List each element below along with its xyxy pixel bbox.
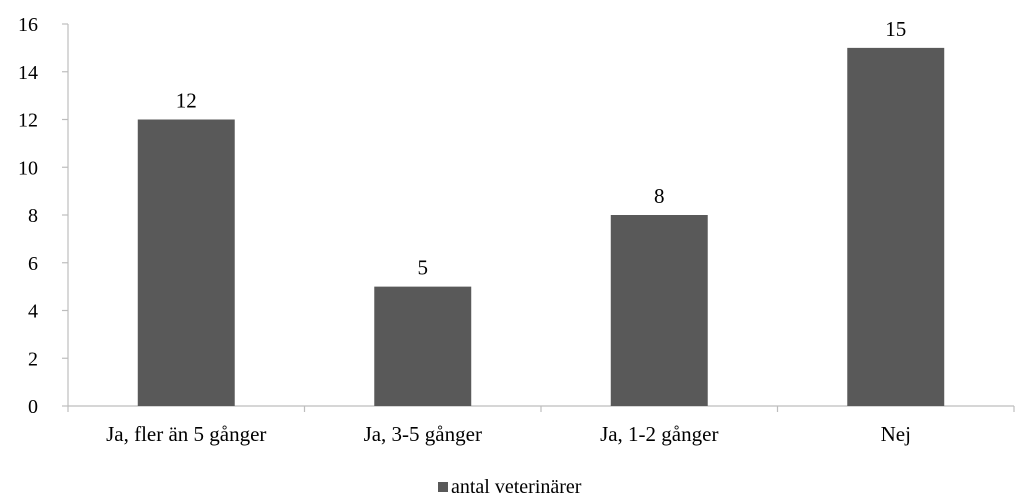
bar <box>137 119 235 406</box>
y-tick-label: 0 <box>28 396 38 418</box>
y-tick-label: 12 <box>18 110 38 132</box>
data-label: 15 <box>885 17 906 41</box>
category-label: Ja, fler än 5 gånger <box>106 422 266 446</box>
x-axis <box>67 405 1015 412</box>
category-labels: Ja, fler än 5 gånger Ja, 3-5 gånger Ja, 1-… <box>106 422 911 446</box>
category-label: Nej <box>881 422 911 446</box>
bar <box>847 47 945 406</box>
bar <box>610 215 708 406</box>
y-tick-label: 4 <box>28 301 38 323</box>
data-label: 8 <box>654 184 665 208</box>
bar <box>374 286 472 406</box>
y-tick-label: 10 <box>18 157 38 179</box>
data-labels: 12 5 8 15 <box>176 17 907 280</box>
y-axis: 0 2 4 6 8 10 12 14 16 <box>18 14 69 418</box>
y-tick-label: 6 <box>28 253 38 275</box>
legend: antal veterinärer <box>438 476 582 498</box>
category-label: Ja, 1-2 gånger <box>600 422 718 446</box>
data-label: 12 <box>176 89 197 113</box>
category-label: Ja, 3-5 gånger <box>364 422 482 446</box>
y-tick-label: 14 <box>18 62 38 84</box>
legend-swatch <box>438 482 448 492</box>
legend-label: antal veterinärer <box>451 476 582 498</box>
y-tick-label: 16 <box>18 14 38 36</box>
bars <box>137 47 945 406</box>
y-tick-label: 8 <box>28 205 38 227</box>
data-label: 5 <box>418 256 429 280</box>
y-tick-label: 2 <box>28 348 38 370</box>
